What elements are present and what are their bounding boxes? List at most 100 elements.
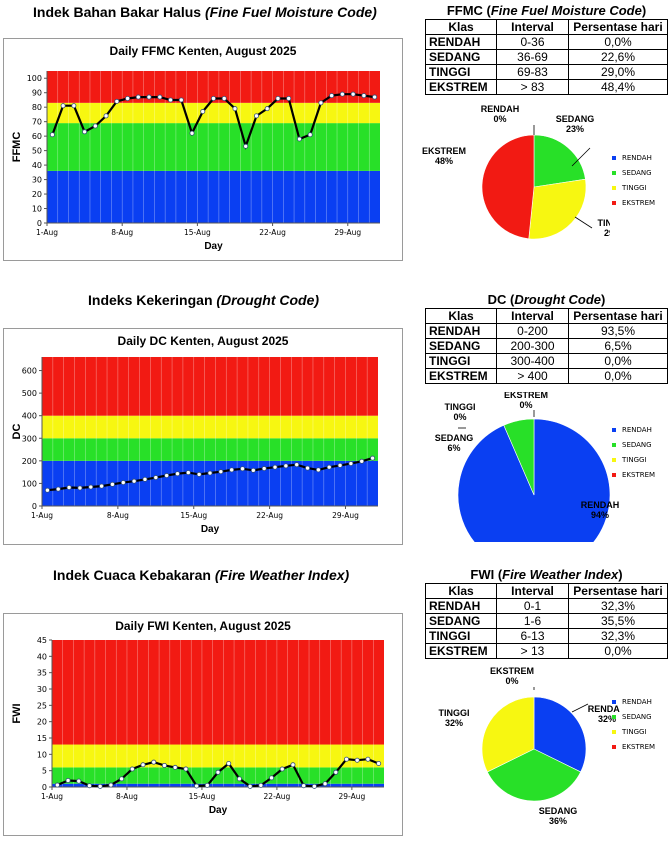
data-point bbox=[315, 467, 321, 473]
data-point bbox=[71, 103, 77, 109]
pie-label-percent: 94% bbox=[591, 510, 609, 520]
band-sedang bbox=[42, 438, 378, 461]
legend-label: SEDANG bbox=[622, 440, 652, 449]
data-point bbox=[108, 782, 114, 788]
pie-label-percent: 29% bbox=[604, 228, 610, 238]
klas-cell: SEDANG bbox=[425, 49, 497, 65]
interval-cell: 1-6 bbox=[496, 613, 569, 629]
pie-leader-line bbox=[574, 216, 593, 229]
percent-cell: 32,3% bbox=[568, 598, 668, 614]
percent-cell: 29,0% bbox=[568, 64, 668, 80]
data-point bbox=[109, 481, 115, 487]
data-point bbox=[114, 98, 120, 104]
data-point bbox=[194, 783, 200, 789]
data-point bbox=[204, 782, 210, 788]
data-point bbox=[333, 769, 339, 775]
pie-slice-rendah bbox=[457, 418, 611, 542]
percent-cell: 22,6% bbox=[568, 49, 668, 65]
legend-swatch bbox=[612, 155, 616, 160]
pie-label-name: EKSTREM bbox=[490, 666, 534, 676]
data-point bbox=[55, 486, 61, 492]
dc-table-title: DC (Drought Code) bbox=[425, 292, 668, 307]
data-point bbox=[151, 759, 157, 765]
header-klas: Klas bbox=[425, 19, 497, 35]
data-point bbox=[164, 473, 170, 479]
y-tick-label: 40 bbox=[32, 161, 42, 170]
klas-cell: RENDAH bbox=[425, 323, 497, 339]
y-tick-label: 15 bbox=[37, 734, 47, 743]
legend-item: SEDANG bbox=[612, 437, 655, 452]
band-ekstrem bbox=[42, 357, 378, 416]
percent-cell: 48,4% bbox=[568, 79, 668, 95]
data-point bbox=[296, 136, 302, 142]
chart-title: Daily FWI Kenten, August 2025 bbox=[115, 619, 291, 633]
data-point bbox=[161, 762, 167, 768]
legend-label: EKSTREM bbox=[622, 742, 656, 751]
pie-leader-line bbox=[571, 147, 591, 167]
table-row: RENDAH 0-36 0,0% bbox=[425, 34, 668, 50]
data-point bbox=[365, 756, 371, 762]
x-tick-label: 1-Aug bbox=[31, 511, 53, 520]
band-rendah bbox=[47, 170, 380, 223]
fwi-line-chart: Daily FWI Kenten, August 2025 0 5 10 15 20 25 3… bbox=[3, 613, 403, 836]
legend-item: SEDANG bbox=[612, 709, 655, 724]
x-axis-title: Day bbox=[201, 524, 220, 535]
table-row: SEDANG 1-6 35,5% bbox=[425, 613, 668, 629]
band-tinggi bbox=[42, 415, 378, 439]
data-point bbox=[168, 97, 174, 103]
percent-cell: 0,0% bbox=[568, 353, 668, 369]
interval-cell: 69-83 bbox=[496, 64, 569, 80]
header-interval: Interval bbox=[496, 583, 569, 599]
interval-cell: > 400 bbox=[496, 368, 569, 384]
ffmc-line-chart: Daily FFMC Kenten, August 2025 0 10 20 30 40 5… bbox=[3, 38, 403, 261]
data-point bbox=[261, 466, 267, 472]
data-point bbox=[146, 94, 152, 100]
legend-label: EKSTREM bbox=[622, 198, 656, 207]
pie-label-percent: 32% bbox=[598, 714, 616, 724]
y-tick-label: 20 bbox=[37, 718, 47, 727]
band-rendah bbox=[52, 783, 384, 787]
y-tick-label: 80 bbox=[32, 103, 42, 112]
data-point bbox=[221, 96, 227, 102]
y-tick-label: 90 bbox=[32, 89, 42, 98]
dc-table-title-end: ) bbox=[601, 292, 606, 307]
pie-label-percent: 6% bbox=[447, 443, 460, 453]
data-point bbox=[135, 94, 141, 100]
y-tick-label: 0 bbox=[37, 219, 42, 228]
data-point bbox=[305, 465, 311, 471]
chart-canvas: Daily FFMC Kenten, August 2025 0 10 20 30 40 5… bbox=[11, 44, 380, 252]
x-tick-label: 15-Aug bbox=[184, 228, 211, 237]
legend-label: RENDAH bbox=[622, 153, 652, 162]
data-point bbox=[76, 778, 82, 784]
legend-label: EKSTREM bbox=[622, 470, 656, 479]
legend-label: RENDAH bbox=[622, 697, 652, 706]
pie-leader-line bbox=[571, 703, 589, 713]
data-point bbox=[359, 458, 365, 464]
y-tick-label: 60 bbox=[32, 132, 42, 141]
data-point bbox=[290, 762, 296, 768]
legend-label: TINGGI bbox=[622, 727, 647, 736]
header-persentase: Persentase hari bbox=[568, 583, 668, 599]
legend-item: RENDAH bbox=[612, 150, 655, 165]
fwi-pie-legend: RENDAH SEDANG TINGGI EKSTREM bbox=[612, 694, 655, 754]
data-point bbox=[339, 91, 345, 97]
data-point bbox=[210, 96, 216, 102]
klas-cell: RENDAH bbox=[425, 34, 497, 50]
pie-label-percent: 0% bbox=[493, 114, 506, 124]
dc-title-italic: (Drought Code) bbox=[216, 292, 320, 308]
x-tick-label: 8-Aug bbox=[107, 511, 129, 520]
table-row: SEDANG 36-69 22,6% bbox=[425, 49, 668, 65]
legend-swatch bbox=[612, 729, 616, 734]
data-point bbox=[236, 776, 242, 782]
dc-table-title-main: DC ( bbox=[487, 292, 515, 307]
data-point bbox=[240, 466, 246, 472]
x-axis-title: Day bbox=[204, 241, 223, 252]
interval-cell: 0-36 bbox=[496, 34, 569, 50]
data-point bbox=[253, 113, 259, 119]
ffmc-section-title: Indek Bahan Bakar Halus (Fine Fuel Moist… bbox=[33, 4, 377, 20]
percent-cell: 6,5% bbox=[568, 338, 668, 354]
y-tick-label: 20 bbox=[32, 190, 42, 199]
table-row: EKSTREM > 83 48,4% bbox=[425, 79, 668, 95]
data-point bbox=[329, 93, 335, 99]
